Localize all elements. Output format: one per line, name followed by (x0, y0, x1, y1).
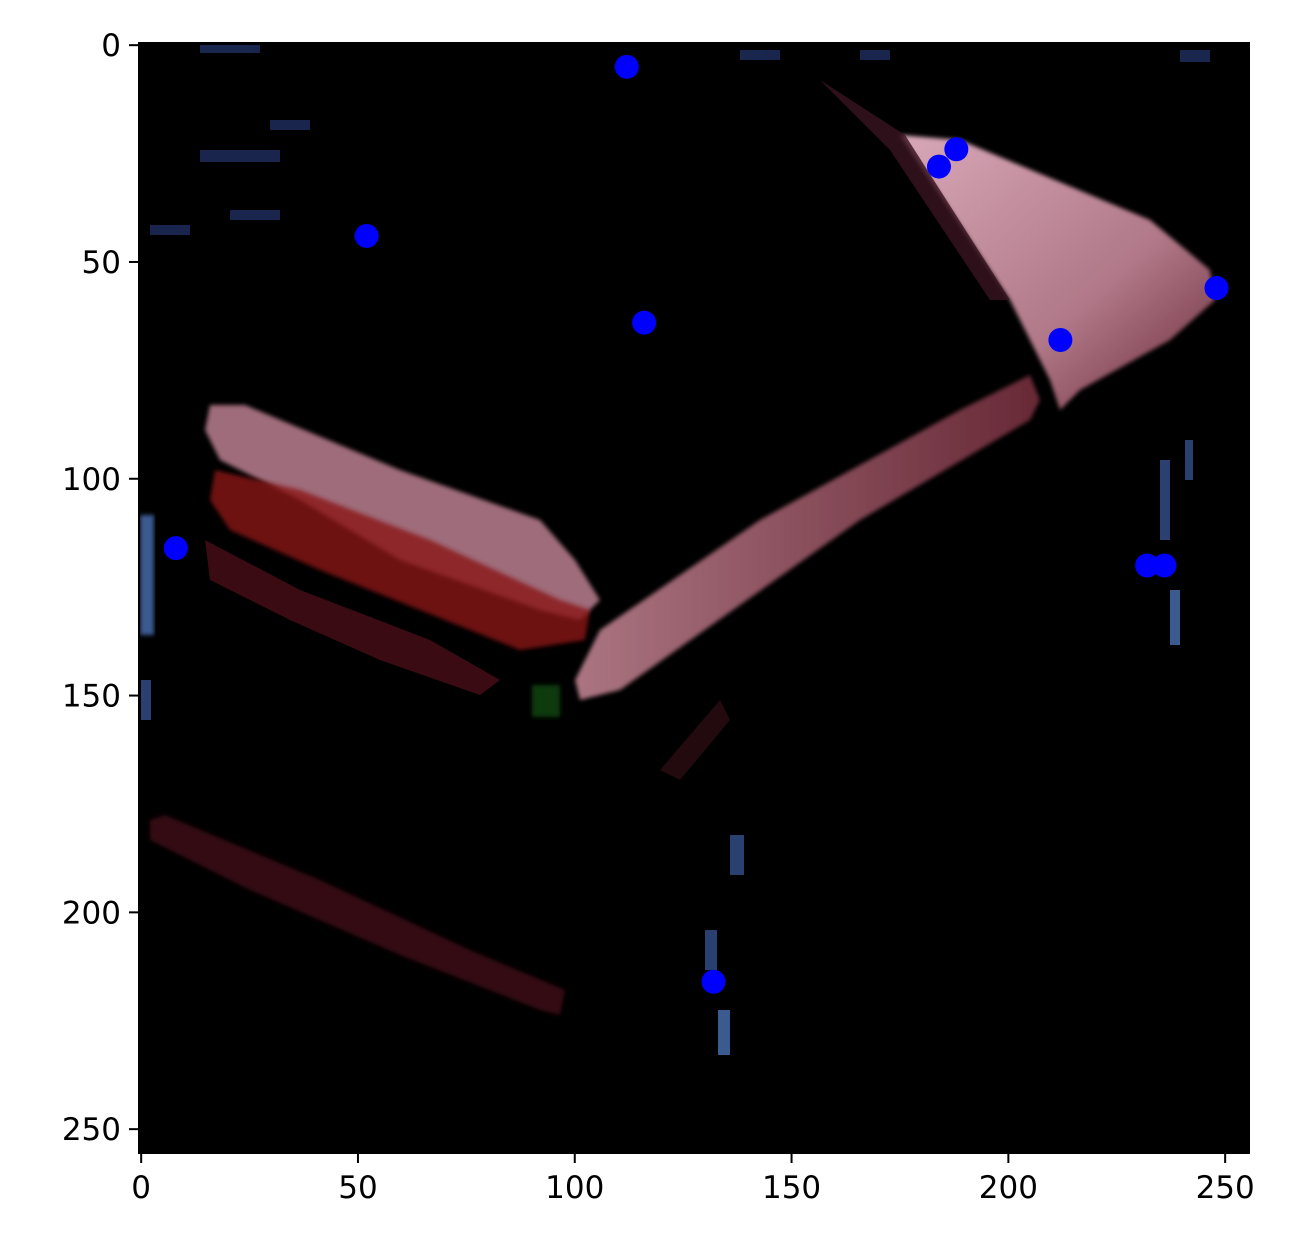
x-tick-label: 150 (762, 1170, 821, 1206)
data-point (1152, 553, 1177, 578)
data-point (354, 223, 379, 248)
data-point (926, 154, 951, 179)
y-tick-label: 50 (82, 245, 121, 281)
y-tick-label: 150 (62, 679, 121, 715)
data-point (614, 54, 639, 79)
background-image (139, 43, 1249, 1153)
x-tick-label: 0 (131, 1170, 151, 1206)
y-tick-label: 250 (62, 1112, 121, 1148)
x-axis: 0 50 100 150 200 250 (131, 1153, 1255, 1206)
x-tick-label: 200 (979, 1170, 1038, 1206)
x-tick-label: 250 (1196, 1170, 1255, 1206)
data-point (1048, 328, 1073, 353)
data-point (944, 137, 969, 162)
x-tick-label: 100 (545, 1170, 604, 1206)
y-tick-label: 0 (101, 28, 121, 64)
y-axis: 0 50 100 150 200 250 (62, 28, 139, 1148)
data-point (701, 969, 726, 994)
plot-frame (138, 42, 1250, 1154)
y-tick-label: 200 (62, 895, 121, 931)
data-point (1135, 553, 1160, 578)
scatter-points (163, 54, 1229, 994)
data-point (163, 536, 188, 561)
data-point (632, 310, 657, 335)
data-point (1204, 275, 1229, 300)
x-tick-label: 50 (338, 1170, 377, 1206)
y-tick-label: 100 (62, 462, 121, 498)
